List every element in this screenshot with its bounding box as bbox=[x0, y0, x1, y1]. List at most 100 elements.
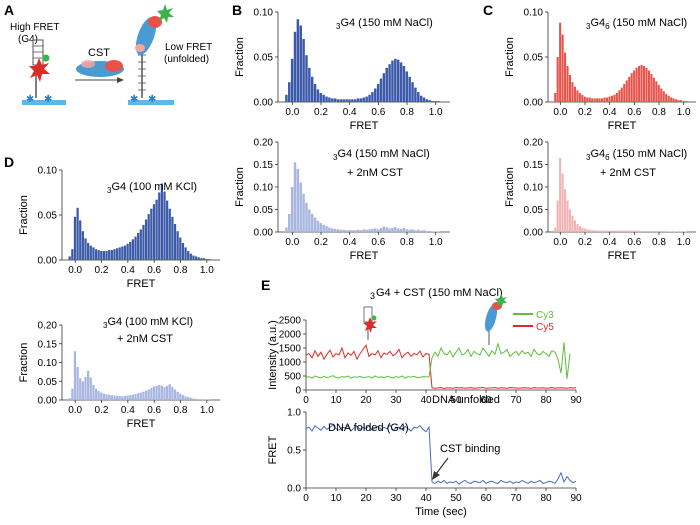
y-axis-label: Fraction bbox=[18, 343, 30, 383]
histogram-bar bbox=[606, 98, 608, 103]
histogram-bar bbox=[365, 230, 367, 232]
x-tick-label: 1.0 bbox=[200, 265, 214, 276]
histogram-bar bbox=[337, 99, 339, 102]
x-tick-label: 0.8 bbox=[174, 265, 188, 276]
histogram-bar bbox=[626, 80, 628, 102]
histogram-bar bbox=[184, 247, 186, 260]
histogram-bar bbox=[171, 217, 173, 260]
chart-title: 3G4 (100 mM KCl) bbox=[103, 316, 193, 330]
histogram-bar bbox=[169, 384, 171, 400]
histogram-bar bbox=[69, 398, 71, 400]
histogram-bar bbox=[325, 97, 327, 102]
histogram-bar bbox=[420, 96, 422, 102]
histogram-bar bbox=[134, 394, 136, 400]
histogram-bar bbox=[348, 230, 350, 232]
histogram-bar bbox=[574, 87, 576, 102]
annotation-dna-folded: DNA folded (G4) bbox=[328, 422, 409, 434]
x-tick-label: 0.2 bbox=[578, 237, 592, 248]
panel-letter-d: D bbox=[4, 154, 14, 170]
histogram-bar bbox=[334, 98, 336, 102]
x-tick-label: 0.2 bbox=[95, 405, 109, 416]
x-tick-label: 1.0 bbox=[677, 107, 691, 118]
x-tick-label: 0.6 bbox=[627, 237, 641, 248]
histogram-bar bbox=[357, 230, 359, 232]
x-tick-label: 90 bbox=[570, 395, 582, 406]
histogram-bar bbox=[145, 220, 147, 261]
x-tick-label: 30 bbox=[390, 395, 402, 406]
x-tick-label: 70 bbox=[510, 395, 522, 406]
histogram-bar bbox=[380, 228, 382, 232]
histogram-bar bbox=[174, 224, 176, 260]
histogram-bar bbox=[308, 210, 310, 233]
histogram-bar bbox=[169, 209, 171, 260]
histogram-bar bbox=[166, 386, 168, 400]
histogram-bar bbox=[626, 231, 628, 232]
histogram-bar bbox=[200, 258, 202, 260]
histogram-bar bbox=[285, 228, 287, 233]
histogram-bar bbox=[108, 250, 110, 260]
y-tick-label: 0.10 bbox=[254, 8, 274, 19]
histogram-bar bbox=[383, 73, 385, 102]
chart-title: 3G4 (150 mM NaCl) bbox=[336, 17, 433, 31]
histogram-bar bbox=[84, 377, 86, 400]
y-axis-label: Intensity (a.u.) bbox=[267, 320, 279, 390]
histogram-bar bbox=[380, 79, 382, 102]
histogram-bar bbox=[420, 231, 422, 232]
x-tick-label: 0.6 bbox=[371, 237, 385, 248]
histogram-bar bbox=[636, 231, 638, 232]
histogram-bar bbox=[328, 228, 330, 233]
folded-dna-schematic-icon bbox=[363, 307, 377, 340]
histogram-bar bbox=[388, 64, 390, 102]
histogram-bar bbox=[357, 98, 359, 102]
histogram-bar bbox=[423, 230, 425, 232]
y-tick-label: 0.20 bbox=[254, 138, 274, 149]
biotin-marker-icon: ✱ bbox=[130, 94, 138, 105]
x-tick-label: 0 bbox=[303, 395, 309, 406]
histogram-bar bbox=[345, 99, 347, 102]
histogram-bar bbox=[87, 371, 89, 400]
histogram-bar bbox=[641, 65, 643, 102]
histogram-bar bbox=[584, 97, 586, 102]
x-tick-label: 0.4 bbox=[603, 237, 617, 248]
histogram-bar bbox=[411, 82, 413, 102]
cy3-dye-icon bbox=[43, 55, 50, 62]
histogram-bar bbox=[394, 227, 396, 232]
histogram-bar bbox=[74, 351, 76, 400]
annotation-dna-unfolded: DNA unfolded bbox=[432, 394, 500, 406]
x-tick-label: 40 bbox=[420, 493, 432, 504]
histogram-bar bbox=[116, 396, 118, 400]
x-axis-label: FRET bbox=[350, 120, 379, 132]
unfolded-dna-cst-schematic-icon bbox=[483, 294, 507, 345]
histogram-bar bbox=[354, 99, 356, 102]
cst-protein-icon bbox=[81, 60, 95, 68]
histogram-bar bbox=[100, 251, 102, 260]
histogram-bar bbox=[594, 98, 596, 102]
histogram-bar bbox=[208, 259, 210, 260]
histogram-bar bbox=[645, 231, 647, 232]
histogram-bar bbox=[98, 250, 100, 260]
histogram-bar bbox=[564, 189, 566, 232]
histogram-bar bbox=[119, 247, 121, 260]
histogram-bar bbox=[611, 96, 613, 102]
x-tick-label: 0.8 bbox=[400, 237, 414, 248]
histogram-bar bbox=[641, 231, 643, 232]
histogram-bar bbox=[132, 239, 134, 260]
histogram-bar bbox=[100, 393, 102, 401]
histogram-bar bbox=[663, 231, 665, 232]
y-axis-label: Fraction bbox=[234, 167, 246, 207]
histogram-bar bbox=[288, 82, 290, 102]
histogram-bar bbox=[322, 225, 324, 232]
histogram-bar bbox=[320, 223, 322, 232]
histogram-bar bbox=[161, 184, 163, 261]
histogram-bar bbox=[608, 97, 610, 102]
histogram-bar bbox=[103, 251, 105, 260]
histogram-bar bbox=[658, 231, 660, 232]
histogram-bar bbox=[417, 92, 419, 102]
x-tick-label: 0.8 bbox=[400, 107, 414, 118]
histogram-bar bbox=[426, 231, 428, 232]
biotin-marker-icon: ✱ bbox=[148, 94, 156, 105]
histogram-bar bbox=[431, 101, 433, 102]
histogram-bar bbox=[192, 399, 194, 401]
histogram-bar bbox=[660, 231, 662, 232]
